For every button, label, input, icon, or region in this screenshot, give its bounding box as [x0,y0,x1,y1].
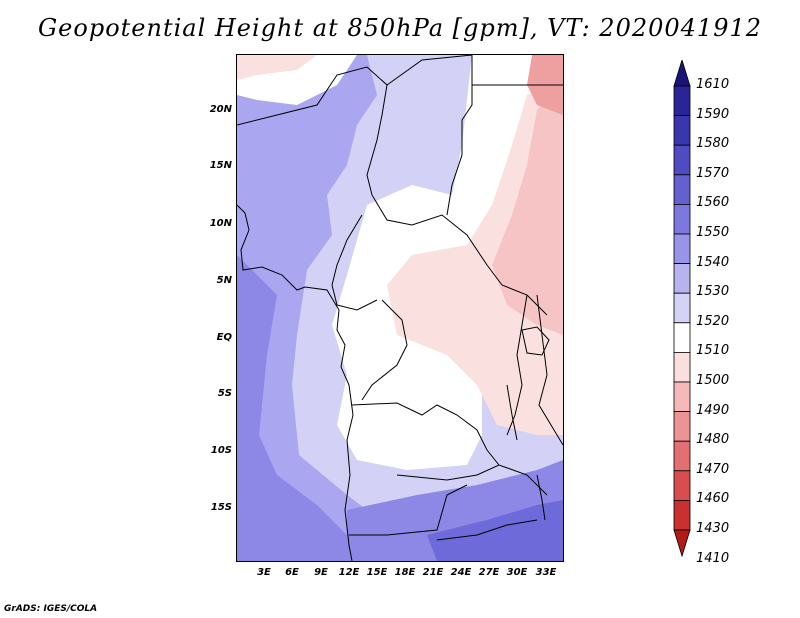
colorbar-box [673,203,691,235]
border-namibia-botswana [349,484,468,536]
coastline-west [237,204,354,561]
colorbar-bottom-triangle [673,529,691,558]
colorbar-label: 1570 [696,165,730,181]
map-frame [236,54,564,562]
colorbar-label: 1410 [696,550,730,566]
border-drc-congo [361,299,408,401]
colorbar-box [673,381,691,413]
colorbar-box [673,470,691,501]
colorbar-label: 1540 [696,254,730,270]
border-cameroon [331,214,378,311]
border-zimbabwe [436,519,538,541]
colorbar-label: 1430 [696,521,730,536]
map-title: Geopotential Height at 850hPa [gpm], VT:… [38,14,762,42]
colorbar-label: 1530 [696,284,730,300]
colorbar-box [673,440,691,472]
colorbar-box [673,351,691,383]
lon-label-9e: 9E [314,567,328,578]
colorbar-box [673,292,691,324]
lake-victoria [521,326,550,356]
lon-label-12e: 12E [338,567,360,578]
border-car-south [371,194,548,316]
lon-label-6e: 6E [285,567,299,578]
colorbar-label: 1510 [696,343,730,359]
border-drc-east [506,294,528,436]
colorbar-label: 1610 [696,77,730,92]
lon-label-3e: 3E [257,567,271,578]
lon-label-30e: 30E [506,567,528,578]
colorbar-label: 1460 [696,491,730,507]
colorbar-label: 1490 [696,402,730,418]
border-east-africa [536,294,563,446]
lat-label-5n: 5N [216,275,232,286]
lon-label-27e: 27E [478,567,500,578]
field-west-strong [237,55,563,561]
colorbar-label: 1550 [696,225,730,240]
colorbar-label: 1500 [696,373,730,388]
border-chad-sudan [386,55,473,216]
lat-label-15s: 15S [210,502,232,513]
colorbar-label: 1480 [696,432,730,448]
credit-text: GrADS: IGES/COLA [4,604,98,614]
colorbar-box [673,263,691,294]
colorbar-label: 1520 [696,313,730,329]
lake-tanganyika [506,384,518,441]
colorbar-box [673,144,691,176]
field-coast-strong [237,255,367,561]
lon-label-15e: 15E [366,567,388,578]
colorbar-box [673,115,691,146]
colorbar-box [673,411,691,442]
lat-label-10n: 10N [209,218,232,229]
field-south-deep [427,500,563,561]
country-borders [237,55,563,561]
lat-label-5s: 5S [217,388,232,399]
colorbar-label: 1560 [696,195,730,211]
colorbar-box [673,322,691,353]
border-drc-angola [351,402,500,466]
colorbar-box [673,233,691,265]
colorbar-label: 1470 [696,461,730,477]
lat-label-10s: 10S [210,445,232,456]
field-map [237,55,563,561]
lat-label-15n: 15N [209,160,232,171]
lat-label-20n: 20N [209,104,232,115]
colorbar [673,60,691,558]
colorbar-label: 1580 [696,136,730,152]
colorbar-box [673,174,691,205]
colorbar-top-triangle [673,60,691,87]
border-mali-niger [237,66,388,196]
lake-malawi [536,474,546,521]
colorbar-box [673,85,691,117]
border-zambia [396,464,548,496]
lon-label-18e: 18E [394,567,416,578]
colorbar-label: 1590 [696,106,730,122]
colorbar-box [673,499,691,531]
field-north-pink-light [237,55,317,80]
lon-label-24e: 24E [450,567,472,578]
lon-label-21e: 21E [422,567,444,578]
field-east-pink-mid [492,85,563,335]
lon-label-33e: 33E [535,567,557,578]
lat-label-eq: EQ [216,332,232,343]
